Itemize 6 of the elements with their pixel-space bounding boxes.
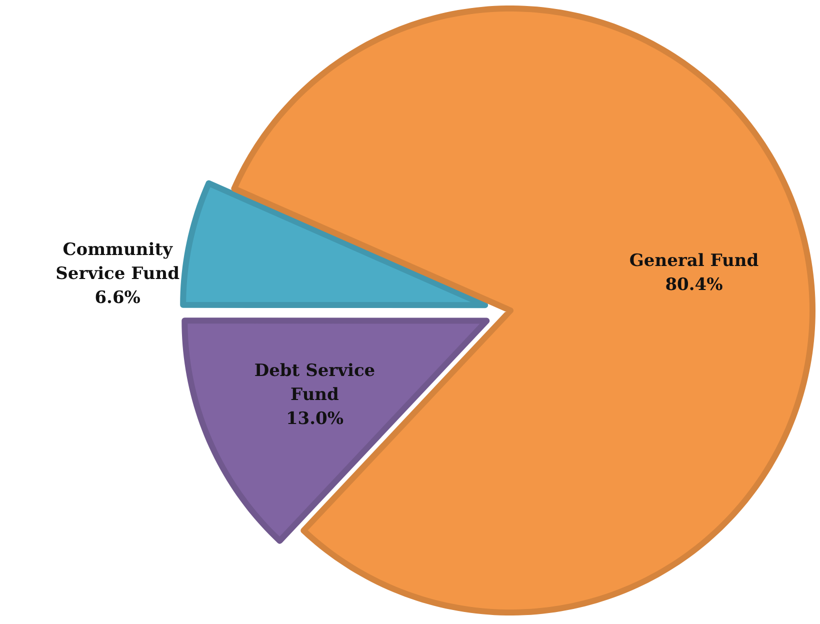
slice-label: Community Service Fund xyxy=(56,240,180,284)
slice-label: General Fund xyxy=(629,251,759,272)
slice-label: Debt Service Fund xyxy=(254,361,376,406)
data-label: 6.6% xyxy=(94,288,140,308)
data-label: 13.0% xyxy=(286,409,344,430)
data-label: 80.4% xyxy=(665,275,723,296)
